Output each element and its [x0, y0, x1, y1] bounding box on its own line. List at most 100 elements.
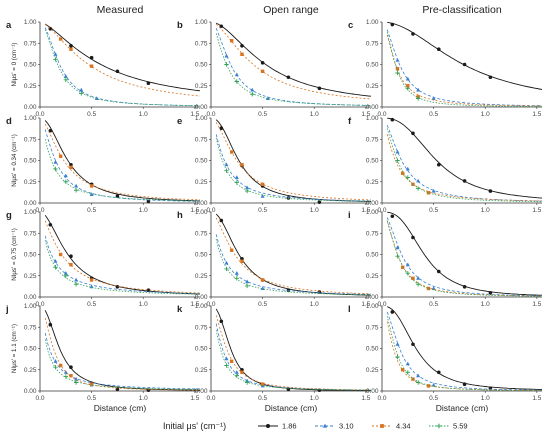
- data-point-3-10: [74, 183, 79, 188]
- data-point-5-59: [224, 363, 229, 368]
- series-line-1-86: [44, 310, 201, 391]
- panel-b: b 0.00 0.25 0.50 0.75 1.00 0.0 0.5 1.0 1.5: [177, 19, 372, 118]
- data-point-1-86: [462, 382, 467, 387]
- x-tick-label: 1.5: [361, 111, 370, 118]
- series-line-1-86: [215, 119, 372, 202]
- y-tick-label: 0.75: [24, 324, 37, 331]
- legend-marker: [380, 424, 384, 428]
- data-point-1-86: [317, 86, 322, 91]
- data-point-1-86: [219, 319, 224, 324]
- y-tick-label: 0.50: [24, 346, 37, 353]
- y-tick-label: 0.75: [195, 324, 208, 331]
- data-point-4-34: [240, 370, 244, 374]
- data-point-3-10: [63, 370, 68, 374]
- data-point-1-86: [462, 285, 467, 289]
- data-point-3-10: [245, 279, 250, 284]
- x-axis-label: Distance (cm): [94, 403, 147, 413]
- data-point-3-10: [416, 178, 421, 183]
- panel-letter-d: d: [6, 116, 12, 127]
- data-point-3-10: [405, 166, 410, 171]
- series-line-1-86: [387, 211, 542, 296]
- y-tick-label: 0.75: [366, 230, 379, 237]
- data-point-4-34: [395, 67, 400, 71]
- x-tick-label: 1.0: [139, 111, 148, 118]
- data-point-5-59: [224, 62, 229, 67]
- y-tick-label: 0.75: [195, 40, 208, 47]
- data-point-1-86: [240, 44, 244, 48]
- x-tick-label: 1.0: [139, 395, 148, 402]
- y-tick-label: 0.50: [366, 158, 379, 165]
- series-line-1-86: [215, 213, 371, 296]
- x-tick-label: 0.0: [35, 207, 44, 214]
- x-tick-label: 1.5: [532, 301, 541, 308]
- x-tick-label: 0.0: [35, 395, 44, 402]
- column-title-measured: Measured: [97, 4, 144, 16]
- data-point-3-10: [74, 376, 79, 381]
- y-tick-label: 0.25: [366, 273, 379, 280]
- data-point-1-86: [219, 24, 224, 29]
- series-line-1-86: [44, 23, 201, 92]
- data-point-5-59: [53, 57, 58, 62]
- legend-entry-1-86: 1.86: [258, 422, 297, 431]
- data-point-4-34: [229, 248, 234, 252]
- data-point-4-34: [58, 252, 63, 257]
- data-point-1-86: [48, 322, 53, 327]
- y-tick-label: 0.00: [195, 200, 208, 207]
- series-line-1-86: [216, 22, 372, 97]
- data-point-1-86: [436, 47, 441, 51]
- x-tick-label: 0.5: [429, 111, 438, 118]
- panels: a0.000.250.500.751.000.0 0.5 1.0 1.5b0.000.…: [5, 19, 543, 402]
- data-point-1-86: [411, 342, 415, 347]
- y-tick-label: 0.00: [24, 200, 37, 207]
- data-point-3-10: [431, 382, 436, 387]
- data-point-4-34: [240, 52, 244, 56]
- series-line-3-10: [386, 217, 542, 297]
- series-line-3-10: [386, 124, 543, 202]
- x-tick-label: 1.0: [310, 207, 319, 214]
- x-tick-label: 1.0: [310, 301, 319, 308]
- series-line-5-59: [44, 240, 201, 295]
- data-point-5-59: [395, 158, 400, 163]
- data-point-1-86: [390, 22, 395, 27]
- x-tick-label: 0.0: [377, 395, 386, 402]
- data-point-1-86: [260, 61, 265, 65]
- series-line-5-59: [386, 128, 542, 203]
- panel-letter-l: l: [348, 304, 351, 315]
- data-point-3-10: [431, 96, 436, 100]
- y-tick-label: 0.50: [24, 252, 37, 259]
- data-point-3-10: [234, 370, 239, 374]
- x-tick-label: 0.0: [206, 301, 215, 308]
- data-point-4-34: [240, 259, 244, 263]
- x-tick-label: 1.0: [481, 395, 490, 402]
- x-tick-label: 0.0: [35, 111, 44, 118]
- data-point-5-59: [234, 180, 240, 185]
- series-line-3-10: [215, 323, 372, 391]
- series-line-3-10: [44, 235, 201, 294]
- data-point-5-59: [224, 266, 229, 272]
- legend-label: 4.34: [396, 422, 411, 431]
- x-axis-labels: Distance (cm) Distance (cm) Distance (cm): [94, 403, 489, 413]
- data-point-4-34: [58, 154, 63, 158]
- data-point-1-86: [390, 214, 395, 219]
- data-point-3-10: [53, 160, 58, 164]
- series-line-1-86: [387, 21, 543, 90]
- y-tick-label: 0.75: [366, 324, 379, 331]
- legend-marker: [266, 424, 270, 428]
- series-line-3-10: [386, 29, 542, 107]
- y-tick-label: 0.00: [24, 294, 37, 301]
- data-point-3-10: [224, 53, 229, 58]
- x-tick-label: 1.5: [361, 207, 370, 214]
- data-point-3-10: [245, 185, 250, 190]
- legend-entry-4-34: 4.34: [372, 422, 411, 431]
- y-tick-label: 0.75: [366, 40, 379, 47]
- legend-label: 1.86: [282, 422, 297, 431]
- data-point-4-34: [58, 37, 63, 41]
- y-tick-label: 0.00: [195, 294, 208, 301]
- data-point-5-59: [53, 166, 58, 172]
- y-tick-label: 0.50: [366, 346, 379, 353]
- y-tick-label: 1.00: [195, 303, 208, 310]
- y-tick-label: 0.25: [195, 367, 208, 374]
- series-line-5-59: [44, 29, 200, 107]
- panel-h: h0.000.250.500.751.000.0 0.5 1.0 1.5: [177, 209, 372, 308]
